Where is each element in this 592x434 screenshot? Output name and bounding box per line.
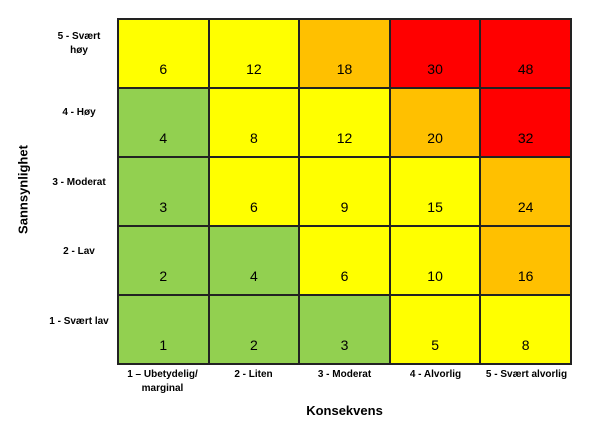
matrix-cell: 3 (299, 295, 390, 364)
matrix-cell: 24 (480, 157, 571, 226)
matrix-cell: 3 (118, 157, 209, 226)
matrix-cell: 15 (389, 157, 481, 226)
x-tick-label: 4 - Alvorlig (409, 369, 462, 380)
matrix-cell: 12 (299, 88, 390, 157)
matrix-cell: 2 (208, 295, 300, 364)
matrix-cell: 32 (480, 88, 571, 157)
matrix-cell: 20 (389, 88, 481, 157)
y-tick-label: 1 - Svært lav (49, 315, 109, 327)
matrix-cell: 16 (480, 226, 571, 295)
matrix-cell: 48 (480, 19, 571, 88)
matrix-cell: 1 (118, 295, 209, 364)
matrix-cell: 2 (118, 226, 209, 295)
matrix-cell: 6 (208, 157, 300, 226)
matrix-cell: 4 (118, 88, 209, 157)
matrix-cell: 6 (299, 226, 390, 295)
y-axis-title: Sannsynlighet (15, 145, 31, 234)
y-tick-label: 2 - Lav (63, 246, 95, 258)
matrix-cell: 18 (299, 19, 390, 88)
risk-matrix: 6 12 18 30 48 4 8 12 20 32 3 6 9 15 24 2 4 6 10 16 1 2 3 5 8 (117, 18, 572, 365)
x-axis-title: Konsekvens (306, 403, 383, 418)
matrix-cell: 4 (208, 226, 300, 295)
x-tick-label: 1 – Ubetydelig/ marginal (127, 369, 198, 394)
x-tick-label: 2 - Liten (234, 369, 273, 380)
matrix-cell: 5 (389, 295, 481, 364)
x-tick-label: 3 - Moderat (317, 369, 372, 380)
matrix-cell: 30 (389, 19, 481, 88)
y-tick-label: 3 - Moderat (52, 176, 106, 188)
matrix-cell: 12 (208, 19, 300, 88)
matrix-cell: 8 (480, 295, 571, 364)
matrix-cell: 6 (118, 19, 209, 88)
matrix-cell: 8 (208, 88, 300, 157)
matrix-cell: 10 (389, 226, 481, 295)
x-tick-label: 5 - Svært alvorlig (485, 369, 568, 380)
y-tick-label: 5 - Svært høy (57, 31, 101, 57)
matrix-cell: 9 (299, 157, 390, 226)
y-tick-label: 4 - Høy (62, 107, 96, 119)
